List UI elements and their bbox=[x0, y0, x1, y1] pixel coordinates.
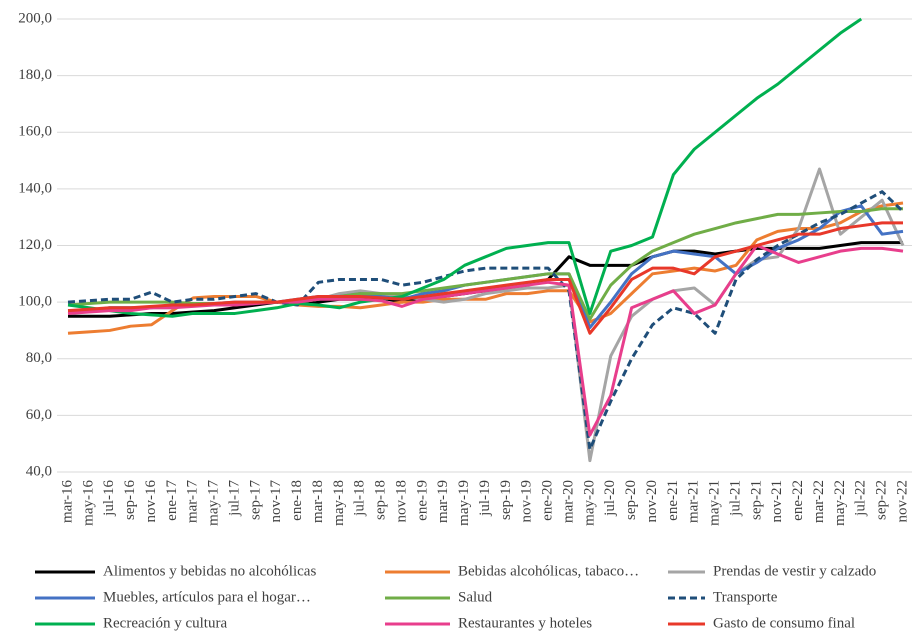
legend-label: Gasto de consumo final bbox=[713, 615, 855, 631]
y-tick-label: 100,0 bbox=[18, 294, 52, 310]
x-tick-label: may-19 bbox=[456, 480, 472, 526]
legend-label: Recreación y cultura bbox=[103, 615, 227, 631]
x-tick-label: nov-16 bbox=[143, 480, 159, 523]
series-line bbox=[67, 201, 904, 335]
x-tick-label: jul-21 bbox=[727, 480, 743, 517]
x-tick-label: may-22 bbox=[832, 480, 848, 526]
legend-label: Muebles, artículos para el hogar… bbox=[103, 589, 311, 605]
y-tick-label: 120,0 bbox=[18, 237, 52, 253]
x-tick-label: ene-20 bbox=[540, 480, 556, 521]
y-tick-label: 180,0 bbox=[18, 67, 52, 83]
x-tick-label: jul-20 bbox=[602, 480, 618, 517]
y-tick-label: 160,0 bbox=[18, 124, 52, 140]
x-tick-label: jul-17 bbox=[226, 480, 242, 517]
x-tick-label: nov-18 bbox=[393, 480, 409, 523]
x-tick-label: jul-19 bbox=[477, 480, 493, 517]
x-tick-label: may-20 bbox=[581, 480, 597, 526]
x-tick-label: may-17 bbox=[206, 480, 222, 526]
x-tick-label: mar-18 bbox=[310, 480, 326, 523]
series-line bbox=[67, 221, 903, 335]
x-tick-label: nov-17 bbox=[268, 480, 284, 523]
series-line bbox=[68, 204, 904, 330]
x-tick-label: ene-22 bbox=[790, 480, 806, 521]
x-tick-label: may-16 bbox=[80, 480, 96, 526]
x-tick-label: mar-19 bbox=[435, 480, 451, 523]
x-tick-label: sep-22 bbox=[874, 480, 890, 520]
legend-label: Prendas de vestir y calzado bbox=[713, 563, 876, 579]
series-line bbox=[67, 244, 904, 437]
x-tick-label: sep-20 bbox=[623, 480, 639, 520]
x-tick-label: ene-21 bbox=[665, 480, 681, 521]
x-tick-label: mar-21 bbox=[686, 480, 702, 523]
x-tick-label: jul-18 bbox=[352, 480, 368, 517]
legend-label: Alimentos y bebidas no alcohólicas bbox=[103, 563, 316, 579]
y-tick-label: 140,0 bbox=[18, 180, 52, 196]
x-tick-label: sep-18 bbox=[373, 480, 389, 520]
x-tick-label: mar-16 bbox=[59, 480, 75, 524]
y-tick-label: 80,0 bbox=[26, 350, 52, 366]
x-tick-label: sep-17 bbox=[247, 480, 263, 520]
legend-label: Transporte bbox=[713, 589, 778, 605]
x-tick-label: may-21 bbox=[707, 480, 723, 526]
x-tick-label: mar-22 bbox=[811, 480, 827, 523]
y-tick-label: 60,0 bbox=[26, 407, 52, 423]
x-tick-label: ene-19 bbox=[414, 480, 430, 521]
x-tick-label: mar-20 bbox=[560, 480, 576, 523]
series-line bbox=[67, 190, 905, 451]
x-tick-label: ene-18 bbox=[289, 480, 305, 521]
x-tick-label: sep-16 bbox=[122, 480, 138, 520]
x-tick-label: jul-22 bbox=[853, 480, 869, 517]
legend-label: Restaurantes y hoteles bbox=[458, 615, 592, 631]
series-line bbox=[67, 17, 863, 318]
y-tick-label: 200,0 bbox=[18, 10, 52, 26]
legend-label: Bebidas alcohólicas, tabaco… bbox=[458, 563, 639, 579]
x-tick-label: nov-21 bbox=[769, 480, 785, 523]
x-tick-label: sep-21 bbox=[748, 480, 764, 520]
x-tick-label: ene-17 bbox=[164, 480, 180, 521]
x-tick-label: sep-19 bbox=[498, 480, 514, 520]
x-tick-label: nov-22 bbox=[894, 480, 910, 523]
x-tick-label: jul-16 bbox=[101, 480, 117, 517]
y-tick-label: 40,0 bbox=[26, 463, 52, 479]
legend-label: Salud bbox=[458, 589, 493, 605]
x-tick-label: mar-17 bbox=[185, 480, 201, 524]
x-tick-label: nov-19 bbox=[519, 480, 535, 523]
x-tick-label: may-18 bbox=[331, 480, 347, 526]
x-tick-label: nov-20 bbox=[644, 480, 660, 523]
